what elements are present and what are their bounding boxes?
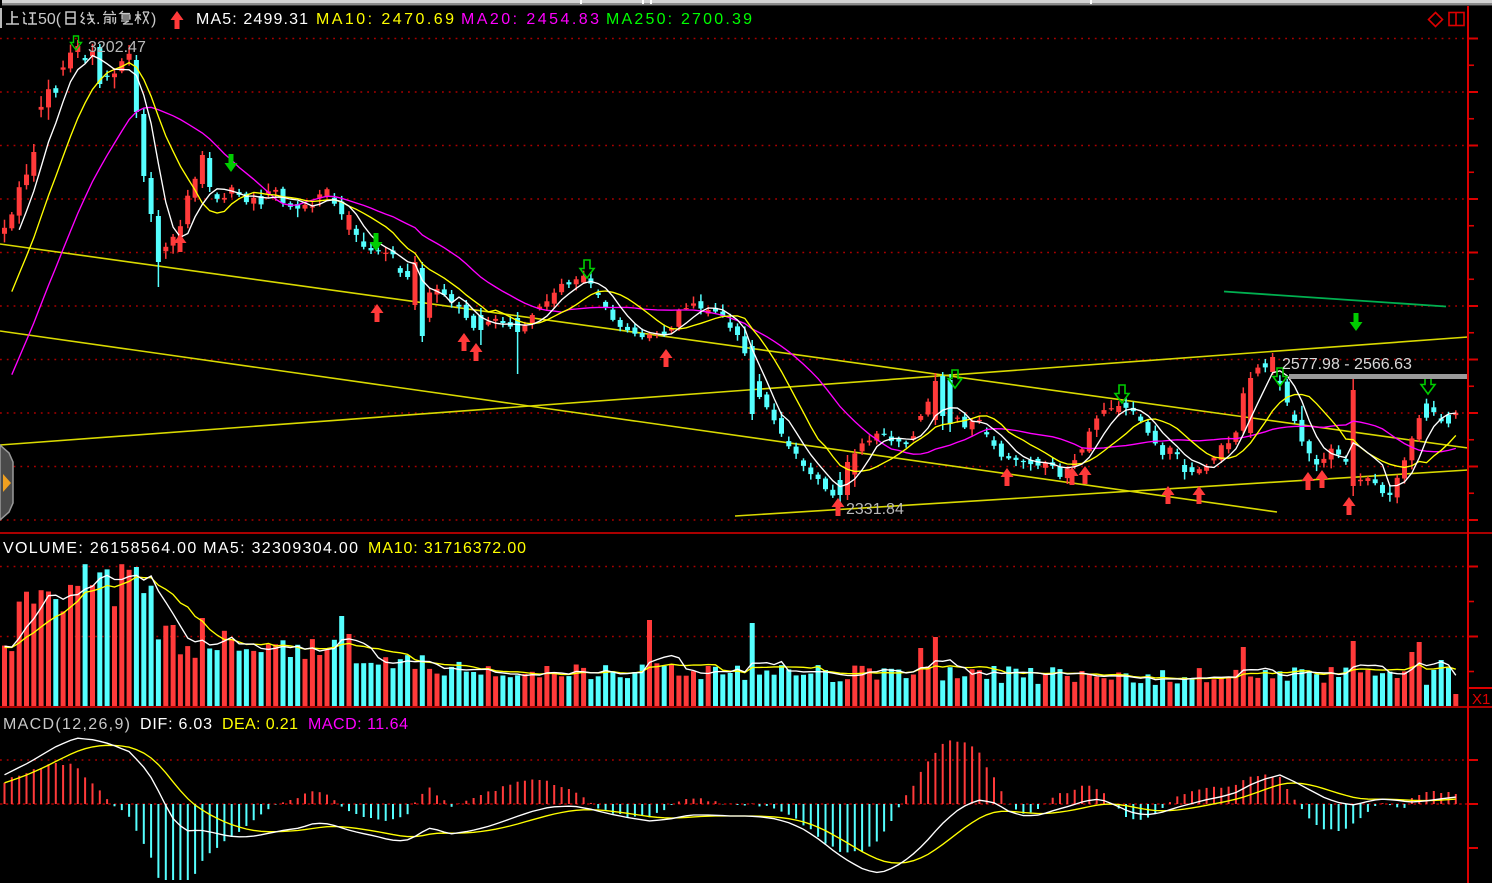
svg-text:3202.47: 3202.47 — [88, 39, 146, 56]
svg-text:50(: 50( — [38, 11, 62, 28]
svg-text:2577.98 - 2566.63: 2577.98 - 2566.63 — [1282, 356, 1412, 373]
svg-text:.: . — [96, 11, 100, 28]
svg-text:MA5: 2499.31: MA5: 2499.31 — [196, 11, 308, 28]
svg-text:MA20: 2454.83: MA20: 2454.83 — [461, 11, 599, 28]
svg-text:VOLUME: 26158564.00 MA5: 3230: VOLUME: 26158564.00 MA5: 32309304.00 — [3, 540, 358, 557]
svg-text:2331.84: 2331.84 — [846, 501, 904, 518]
svg-text:X1: X1 — [1472, 691, 1490, 708]
svg-text:): ) — [151, 11, 156, 28]
svg-text:MA10: 31716372.00: MA10: 31716372.00 — [368, 540, 526, 557]
svg-text:DEA: 0.21: DEA: 0.21 — [222, 716, 298, 733]
svg-text:DIF: 6.03: DIF: 6.03 — [140, 716, 212, 733]
svg-text:MACD: 11.64: MACD: 11.64 — [308, 716, 408, 733]
svg-text:MA10: 2470.69: MA10: 2470.69 — [316, 11, 454, 28]
svg-text:MACD(12,26,9): MACD(12,26,9) — [3, 716, 130, 733]
